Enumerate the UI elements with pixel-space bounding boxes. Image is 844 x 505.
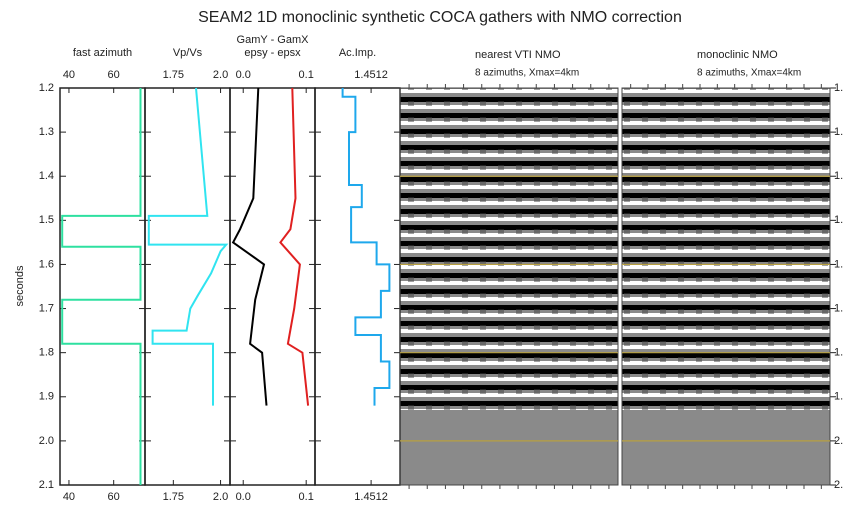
y-tick-label: 1. <box>834 82 843 94</box>
chart-title: SEAM2 1D monoclinic synthetic COCA gathe… <box>198 9 682 26</box>
x-tick-label: 60 <box>108 69 120 81</box>
panel-title: monoclinic NMO <box>697 49 778 61</box>
y-tick-label: 1. <box>834 391 843 403</box>
y-tick-label: 2.0 <box>39 435 54 447</box>
x-tick-label: 0.1 <box>299 69 314 81</box>
y-tick-label: 1. <box>834 347 843 359</box>
y-tick-label: 1.8 <box>39 347 54 359</box>
log-curve <box>341 88 391 406</box>
panel-frame <box>59 87 146 486</box>
x-tick-label: 2.0 <box>213 491 228 503</box>
y-tick-label: 1.3 <box>39 126 54 138</box>
x-tick-label: 0.0 <box>236 491 251 503</box>
legend-label: GamY - GamX <box>237 34 310 46</box>
panel-frame <box>314 87 401 486</box>
legend-label: Vp/Vs <box>173 47 203 59</box>
legend-label: epsy - epsx <box>244 47 301 59</box>
y-tick-label: 1.2 <box>39 82 54 94</box>
y-tick-label: 1. <box>834 258 843 270</box>
log-curve <box>279 87 310 406</box>
x-tick-label: 60 <box>108 491 120 503</box>
x-tick-label: 40 <box>63 491 75 503</box>
panel-title: nearest VTI NMO <box>475 49 561 61</box>
y-tick-label: 1. <box>834 170 843 182</box>
log-curve <box>231 87 268 406</box>
y-tick-label: 1.4 <box>39 170 54 182</box>
y-tick-label: 1. <box>834 126 843 138</box>
log-curve <box>147 87 229 406</box>
x-tick-label: 1.75 <box>163 69 184 81</box>
seismic-gather <box>622 410 830 485</box>
seismic-gather <box>400 88 618 410</box>
panel-subtitle: 8 azimuths, Xmax=4km <box>475 68 579 79</box>
seismic-gather <box>622 88 830 410</box>
y-tick-label: 2. <box>834 479 843 491</box>
panel-frame <box>229 87 316 486</box>
y-tick-label: 1.6 <box>39 258 54 270</box>
x-tick-label: 2.0 <box>213 69 228 81</box>
panel-subtitle: 8 azimuths, Xmax=4km <box>697 68 801 79</box>
panel-gap <box>618 88 622 485</box>
y-tick-label: 2.1 <box>39 479 54 491</box>
y-axis-label: seconds <box>14 265 26 306</box>
y-tick-label: 1.9 <box>39 391 54 403</box>
log-curve <box>61 88 142 485</box>
panel-frame <box>399 87 619 486</box>
seismic-gather <box>400 410 618 485</box>
x-tick-label: 0.1 <box>299 491 314 503</box>
x-tick-label: 1.4512 <box>354 69 388 81</box>
y-tick-label: 2. <box>834 435 843 447</box>
panel-frame <box>621 87 831 486</box>
x-tick-label: 1.4512 <box>354 491 388 503</box>
panel-frame <box>144 87 231 486</box>
legend-label: fast azimuth <box>73 47 132 59</box>
y-tick-label: 1. <box>834 214 843 226</box>
x-tick-label: 1.75 <box>163 491 184 503</box>
y-tick-label: 1.7 <box>39 302 54 314</box>
y-tick-label: 1. <box>834 302 843 314</box>
legend-label: Ac.Imp. <box>339 47 376 59</box>
y-tick-label: 1.5 <box>39 214 54 226</box>
x-tick-label: 0.0 <box>236 69 251 81</box>
x-tick-label: 40 <box>63 69 75 81</box>
